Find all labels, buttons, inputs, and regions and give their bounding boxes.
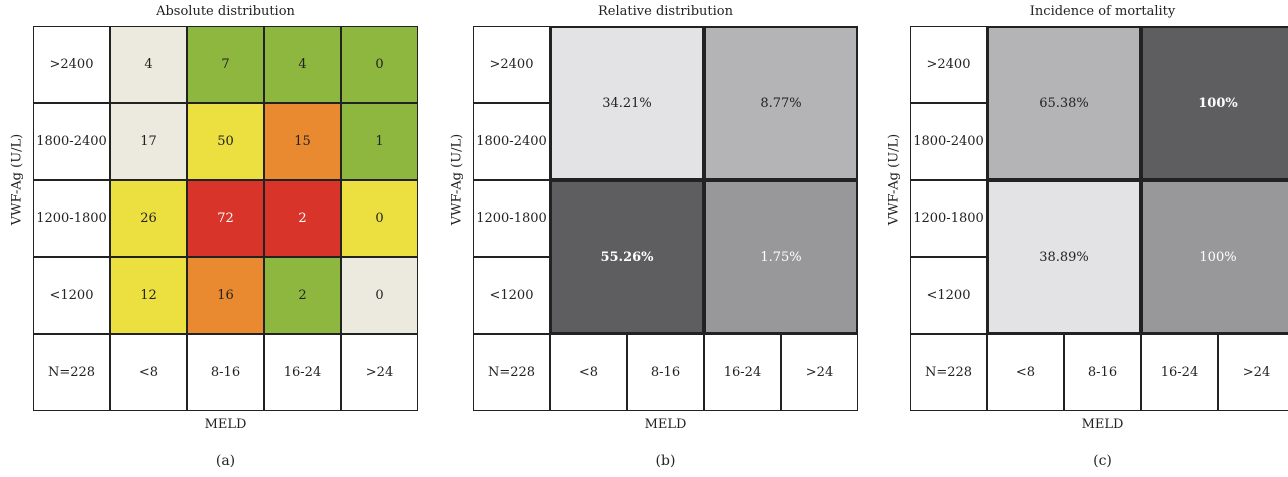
heatmap-cell: 4 [264, 26, 341, 103]
row-header-cell: 1200-1800 [910, 180, 987, 257]
heatmap-cell: 16 [187, 257, 264, 334]
column-header-cell: 8-16 [187, 334, 264, 411]
heatmap-block: 1.75% [704, 180, 858, 334]
heatmap-cell: 2 [264, 180, 341, 257]
column-header-cell: >24 [781, 334, 858, 411]
column-header-cell: >24 [1218, 334, 1288, 411]
heatmap-cell: 0 [341, 180, 418, 257]
panel-title: Incidence of mortality [1029, 4, 1176, 19]
row-header-cell: 1200-1800 [33, 180, 110, 257]
heatmap-cell: 17 [110, 103, 187, 180]
row-header-cell: <1200 [910, 257, 987, 334]
heatmap-cell: 1 [341, 103, 418, 180]
column-header-cell: 16-24 [1141, 334, 1218, 411]
y-axis-label: VWF-Ag (U/L) [9, 133, 25, 226]
column-header-cell: <8 [987, 334, 1064, 411]
row-header-cell: >2400 [910, 26, 987, 103]
x-axis-label: MELD [204, 417, 247, 432]
column-header-cell: <8 [110, 334, 187, 411]
heatmap-block: 34.21% [550, 26, 704, 180]
row-header-cell: <1200 [33, 257, 110, 334]
corner-cell: N=228 [33, 334, 110, 411]
panel-title: Relative distribution [598, 4, 733, 19]
row-header-cell: 1800-2400 [910, 103, 987, 180]
y-axis-label: VWF-Ag (U/L) [449, 133, 465, 226]
heatmap-cell: 2 [264, 257, 341, 334]
column-header-cell: >24 [341, 334, 418, 411]
heatmap-cell: 15 [264, 103, 341, 180]
column-header-cell: 8-16 [1064, 334, 1141, 411]
x-axis-label: MELD [1081, 417, 1124, 432]
heatmap-block: 100% [1141, 180, 1288, 334]
panel-sublabel: (b) [655, 453, 676, 469]
heatmap-block: 8.77% [704, 26, 858, 180]
heatmap-cell: 72 [187, 180, 264, 257]
heatmap-block: 100% [1141, 26, 1288, 180]
row-header-cell: 1200-1800 [473, 180, 550, 257]
corner-cell: N=228 [910, 334, 987, 411]
heatmap-cell: 0 [341, 26, 418, 103]
panel-incidence-of-mortality: Incidence of mortality VWF-Ag (U/L) MELD… [877, 0, 1288, 477]
heatmap-cell: 4 [110, 26, 187, 103]
row-header-cell: 1800-2400 [33, 103, 110, 180]
column-header-cell: <8 [550, 334, 627, 411]
panel-title: Absolute distribution [156, 4, 295, 19]
panel-absolute-distribution: Absolute distribution VWF-Ag (U/L) MELD … [0, 0, 418, 477]
row-header-cell: >2400 [473, 26, 550, 103]
y-axis-label: VWF-Ag (U/L) [886, 133, 902, 226]
panel-sublabel: (a) [215, 453, 236, 469]
x-axis-label: MELD [644, 417, 687, 432]
heatmap-cell: 7 [187, 26, 264, 103]
column-header-cell: 16-24 [264, 334, 341, 411]
panel-relative-distribution: Relative distribution VWF-Ag (U/L) MELD … [440, 0, 858, 477]
heatmap-block: 38.89% [987, 180, 1141, 334]
heatmap-cell: 0 [341, 257, 418, 334]
row-header-cell: >2400 [33, 26, 110, 103]
heatmap-cell: 26 [110, 180, 187, 257]
row-header-cell: 1800-2400 [473, 103, 550, 180]
corner-cell: N=228 [473, 334, 550, 411]
heatmap-block: 65.38% [987, 26, 1141, 180]
heatmap-cell: 12 [110, 257, 187, 334]
panel-sublabel: (c) [1093, 453, 1112, 469]
heatmap-cell: 50 [187, 103, 264, 180]
column-header-cell: 16-24 [704, 334, 781, 411]
row-header-cell: <1200 [473, 257, 550, 334]
heatmap-block: 55.26% [550, 180, 704, 334]
column-header-cell: 8-16 [627, 334, 704, 411]
